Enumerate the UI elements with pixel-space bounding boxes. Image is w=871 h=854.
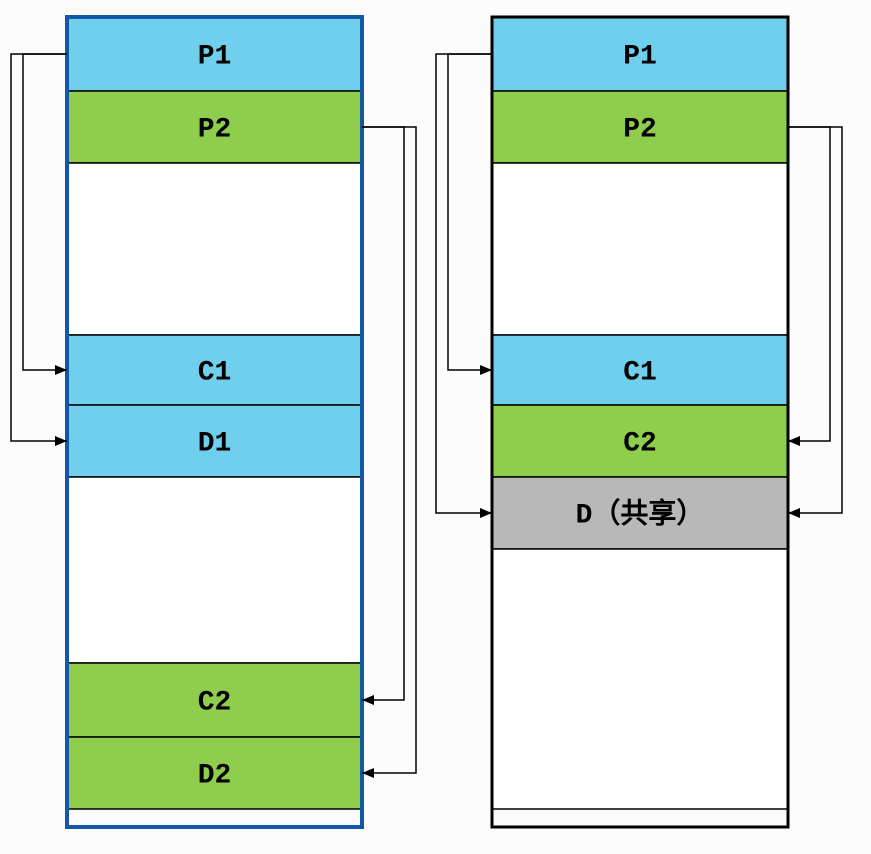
- diagram-canvas: P1 P2 C1 D1 C2 D2 P1 P2 C1 C2 D（共享）: [0, 0, 871, 854]
- label-L_D1: D1: [198, 428, 232, 459]
- label-R_D: D（共享）: [576, 496, 705, 531]
- label-L_D2: D2: [198, 760, 232, 791]
- label-R_C1: C1: [623, 357, 657, 388]
- segment-L_G1: [67, 163, 362, 335]
- label-R_C2: C2: [623, 428, 657, 459]
- label-L_C1: C1: [198, 357, 232, 388]
- label-L_P1: P1: [198, 41, 232, 72]
- segment-R_G1: [492, 163, 788, 335]
- label-R_P2: P2: [623, 114, 657, 145]
- label-L_P2: P2: [198, 114, 232, 145]
- segment-L_G2: [67, 477, 362, 663]
- segment-R_G2: [492, 549, 788, 809]
- label-R_P1: P1: [623, 41, 657, 72]
- label-L_C2: C2: [198, 687, 232, 718]
